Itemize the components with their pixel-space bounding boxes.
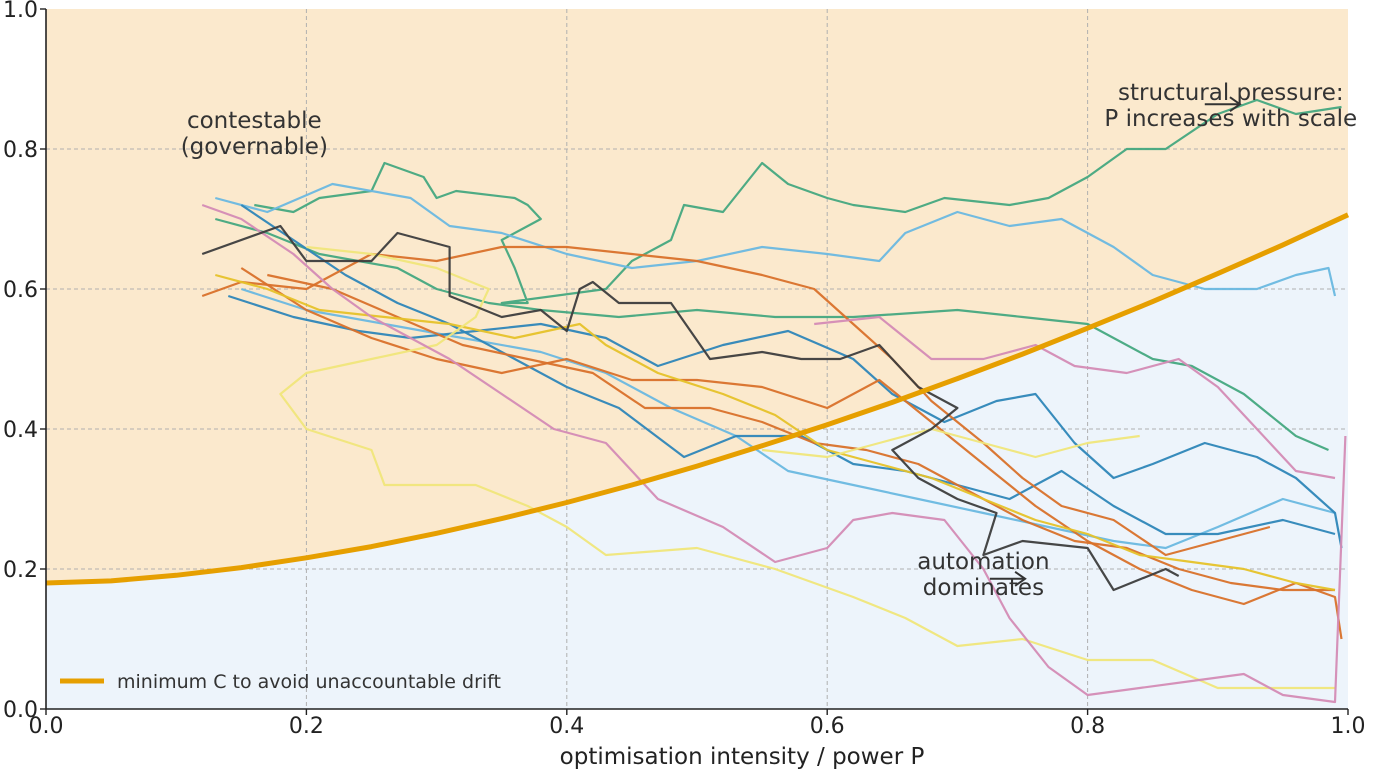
axes: 0.0 0.2 0.4 0.6 0.8 1.0 0.0 0.2 0.4 0.6 0.8 1.0 opti… — [3, 0, 1366, 770]
y-tick-label: 0.2 — [3, 558, 38, 583]
trajectory-line — [279, 245, 1335, 690]
x-tick-label: 0.8 — [1070, 714, 1105, 739]
annotation-text: automation dominates — [917, 549, 1049, 601]
legend-label: minimum C to avoid unaccountable drift — [117, 671, 501, 693]
x-tick-label: 1.0 — [1331, 714, 1366, 739]
y-tick-label: 0.4 — [3, 418, 38, 443]
x-tick-label: 0.2 — [289, 714, 324, 739]
annotations: contestable (governable) structural pressu… — [181, 80, 1358, 601]
threshold-curve — [45, 212, 1350, 586]
x-tick-label: 0.4 — [549, 714, 584, 739]
x-axis-label: optimisation intensity / power P — [560, 744, 925, 770]
trajectory-line — [201, 245, 1271, 557]
trajectory-line — [254, 98, 1342, 305]
annotation-line: structural pressure: — [1118, 80, 1344, 106]
y-tick-label: 0.0 — [3, 698, 38, 723]
annotation-text: contestable (governable) — [181, 108, 328, 160]
arrow-head — [1014, 570, 1027, 587]
legend: minimum C to avoid unaccountable drift — [60, 671, 501, 693]
y-tick-label: 1.0 — [3, 0, 38, 23]
trajectory-line — [215, 182, 1337, 297]
trajectory-line — [814, 315, 1336, 480]
trajectory-line — [201, 224, 1180, 592]
threshold-line — [45, 212, 1350, 586]
automation-region — [46, 214, 1348, 710]
trajectory-line — [201, 203, 1347, 704]
trajectory-line — [215, 217, 1329, 452]
trajectory-line — [267, 273, 1335, 592]
chart-regions — [46, 9, 1348, 710]
trajectory-series — [201, 98, 1347, 704]
y-tick-label: 0.6 — [3, 278, 38, 303]
annotation-line: (governable) — [181, 134, 328, 160]
x-tick-label: 0.6 — [810, 714, 845, 739]
trajectory-line — [761, 427, 1140, 459]
arrow-head — [1229, 96, 1242, 113]
annotation-line: contestable — [187, 108, 322, 134]
annotation-line: automation — [917, 549, 1049, 575]
y-tick-label: 0.8 — [3, 138, 38, 163]
trajectory-line — [240, 204, 1336, 536]
annotation-text: structural pressure: P increases with sca… — [1104, 80, 1357, 132]
x-tick-label: 0.0 — [29, 714, 64, 739]
